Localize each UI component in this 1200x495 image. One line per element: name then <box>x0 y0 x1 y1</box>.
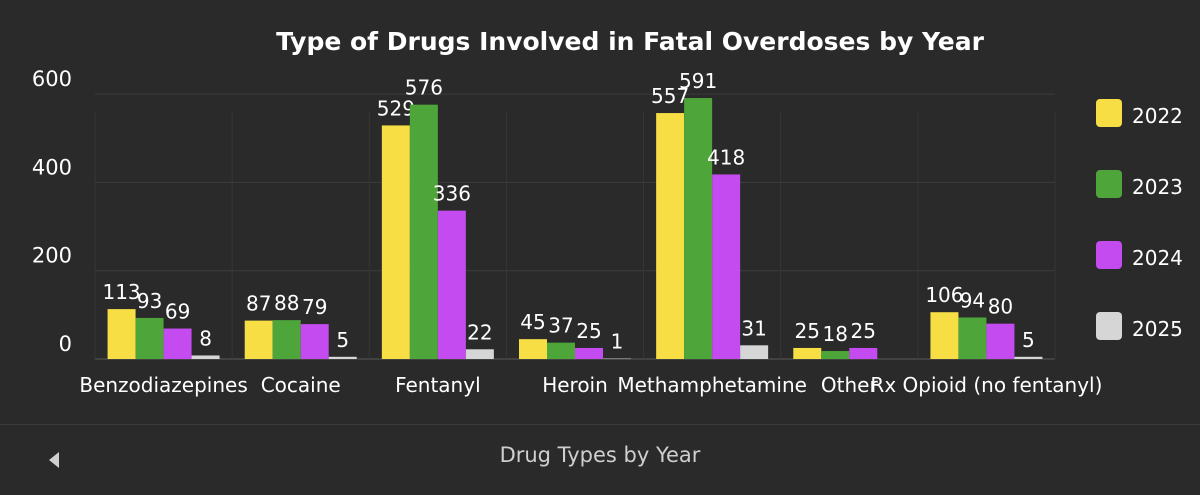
bar-2023 <box>547 342 575 359</box>
data-label: 31 <box>741 316 766 340</box>
y-tick-label: 0 <box>59 332 72 356</box>
x-tick-label: Methamphetamine <box>617 373 807 397</box>
bar-2025 <box>1014 356 1043 359</box>
y-tick-label: 600 <box>32 67 72 91</box>
data-label: 418 <box>707 145 745 169</box>
data-label: 37 <box>548 314 573 338</box>
legend-swatch <box>1096 312 1122 340</box>
legend-swatch <box>1096 241 1122 269</box>
chevron-left-icon <box>49 452 59 468</box>
x-tick-label: Cocaine <box>261 373 341 397</box>
data-label: 79 <box>302 295 327 319</box>
bar-2022 <box>930 312 959 359</box>
bar-2024 <box>986 323 1015 359</box>
data-label: 88 <box>274 291 299 315</box>
bar-2022 <box>244 320 273 359</box>
data-label: 106 <box>925 283 963 307</box>
bar-2023 <box>272 320 301 359</box>
data-label: 1 <box>611 330 624 354</box>
x-tick-label: Other <box>821 373 879 397</box>
bar-2025 <box>191 355 220 359</box>
legend-swatch <box>1096 99 1122 127</box>
data-label: 336 <box>433 182 471 206</box>
data-label: 87 <box>246 292 271 316</box>
chart-area: Type of Drugs Involved in Fatal Overdose… <box>32 27 1183 397</box>
data-label: 69 <box>165 300 190 324</box>
data-label: 93 <box>137 289 162 313</box>
bar-2022 <box>656 113 685 359</box>
footer-bar: Drug Types by Year <box>0 424 1200 495</box>
data-label: 591 <box>679 69 717 93</box>
data-label: 5 <box>1022 328 1035 352</box>
bar-chart: Type of Drugs Involved in Fatal Overdose… <box>32 27 1183 397</box>
bar-2023 <box>958 317 987 359</box>
bar-2022 <box>519 339 547 359</box>
x-tick-label: Benzodiazepines <box>79 373 247 397</box>
bar-2023 <box>821 351 850 359</box>
data-label: 80 <box>988 295 1013 319</box>
data-label: 25 <box>576 319 601 343</box>
data-label: 18 <box>823 322 848 346</box>
data-label: 22 <box>467 320 492 344</box>
bar-2023 <box>135 317 164 359</box>
legend-swatch <box>1096 170 1122 198</box>
data-label: 25 <box>851 319 876 343</box>
bar-2024 <box>163 328 192 359</box>
bar-2025 <box>465 349 494 359</box>
bar-2024 <box>300 324 329 359</box>
bar-2024 <box>437 210 466 359</box>
y-tick-label: 200 <box>32 244 72 268</box>
x-tick-label: Fentanyl <box>395 373 481 397</box>
x-tick-label: Heroin <box>542 373 608 397</box>
bar-2024 <box>712 174 741 359</box>
bar-2022 <box>107 309 136 359</box>
data-label: 5 <box>336 328 349 352</box>
bar-2025 <box>328 356 357 359</box>
bar-2024 <box>849 347 878 359</box>
footer-label: Drug Types by Year <box>499 443 701 467</box>
bar-2024 <box>575 347 603 359</box>
data-label: 113 <box>102 280 140 304</box>
y-tick-label: 400 <box>32 155 72 179</box>
bar-2025 <box>603 358 631 360</box>
data-label: 557 <box>651 84 689 108</box>
data-label: 45 <box>520 310 545 334</box>
previous-button[interactable] <box>30 443 78 477</box>
bar-2022 <box>381 125 410 360</box>
data-label: 529 <box>377 96 415 120</box>
legend-label: 2022 <box>1132 104 1183 128</box>
chart-title: Type of Drugs Involved in Fatal Overdose… <box>276 27 985 56</box>
x-tick-label: Rx Opioid (no fentanyl) <box>870 373 1102 397</box>
legend-label: 2025 <box>1132 317 1183 341</box>
bar-2025 <box>740 345 769 359</box>
data-label: 8 <box>199 326 212 350</box>
bar-2022 <box>793 347 822 359</box>
data-label: 576 <box>405 76 443 100</box>
legend-label: 2024 <box>1132 246 1183 270</box>
legend-label: 2023 <box>1132 175 1183 199</box>
data-label: 25 <box>795 319 820 343</box>
bar-2023 <box>684 98 713 359</box>
bar-2023 <box>409 104 438 359</box>
data-label: 94 <box>960 288 985 312</box>
